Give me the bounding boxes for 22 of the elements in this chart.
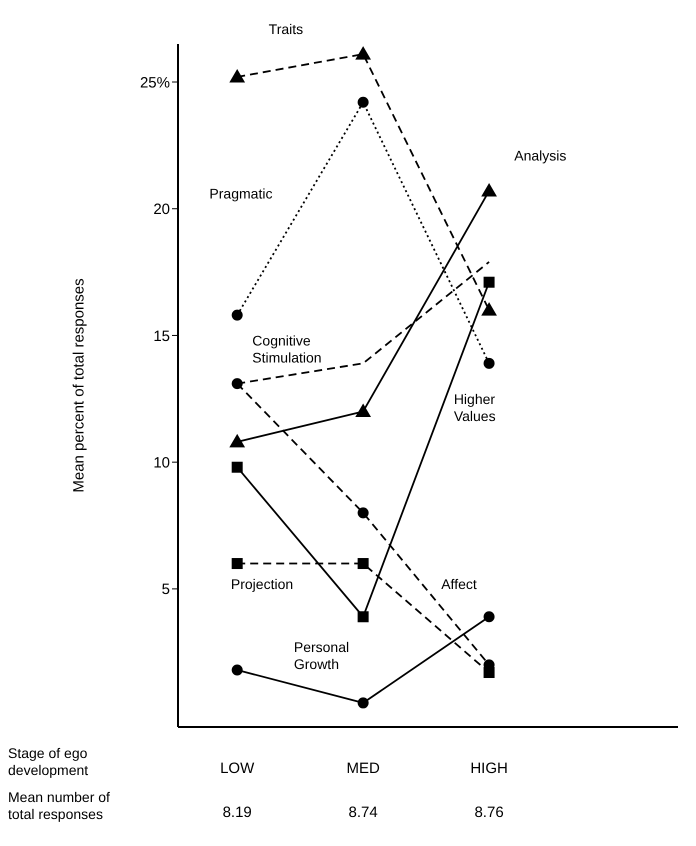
y-tick-label: 25% — [140, 74, 170, 92]
y-tick-label: 20 — [153, 201, 170, 218]
y-tick-label: 5 — [162, 581, 170, 598]
text: Analysis — [514, 148, 566, 164]
x-tick-label: HIGH — [470, 760, 508, 777]
series-label: Cognitive Stimulation — [252, 332, 322, 366]
series-label: Personal Growth — [294, 639, 350, 672]
series-label: Affect — [441, 576, 477, 592]
text: 8.19 — [222, 804, 252, 821]
series-label: Pragmatic — [209, 186, 272, 202]
y-tick-label: 10 — [153, 454, 170, 472]
series-label: Higher Values — [454, 390, 496, 424]
text: 8.74 — [348, 804, 378, 821]
text: 8.76 — [474, 804, 504, 821]
series-label: Traits — [268, 20, 304, 37]
x-tick-label: LOW — [220, 760, 256, 777]
text: Mean number of total responses — [8, 789, 111, 823]
x-tick-label: MED — [346, 760, 380, 777]
y-axis-title: Mean percent of total responses — [70, 278, 88, 493]
series-label: Projection — [230, 576, 294, 592]
x-axis-title: Stage of ego development — [8, 745, 90, 779]
y-tick-label: 15 — [153, 328, 170, 345]
